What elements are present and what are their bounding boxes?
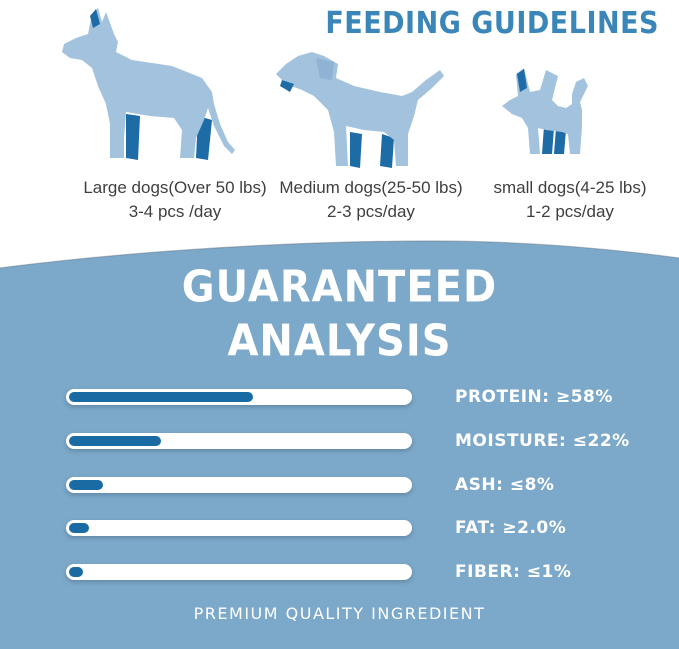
fiber-bar-track (66, 564, 412, 580)
small-dog-caption: small dogs(4-25 lbs) 1-2 pcs/day (465, 176, 675, 224)
large-dog-caption: Large dogs(Over 50 lbs) 3-4 pcs /day (50, 176, 300, 224)
dog-size-label: small dogs(4-25 lbs) (493, 178, 647, 197)
dog-amount-label: 1-2 pcs/day (526, 202, 614, 221)
moisture-bar-fill (69, 436, 161, 446)
ash-label: ASH: ≤8% (455, 475, 555, 495)
medium-dog-icon (276, 48, 446, 170)
feeding-guidelines-title: FEEDING GUIDELINES (325, 6, 659, 41)
protein-bar-track (66, 389, 412, 405)
protein-bar-fill (69, 392, 253, 402)
large-dog-icon (62, 8, 237, 163)
wave-divider (0, 240, 679, 272)
analysis-title-line1: GUARANTEED (181, 262, 498, 313)
fat-bar-track (66, 520, 412, 536)
ash-bar-track (66, 477, 412, 493)
dog-amount-label: 2-3 pcs/day (327, 202, 415, 221)
dog-size-label: Large dogs(Over 50 lbs) (83, 178, 267, 197)
dog-size-label: Medium dogs(25-50 lbs) (279, 178, 463, 197)
dog-amount-label: 3-4 pcs /day (128, 202, 222, 221)
premium-quality-note: PREMIUM QUALITY INGREDIENT (193, 604, 486, 623)
fat-label: FAT: ≥2.0% (455, 518, 567, 538)
guaranteed-analysis-title: GUARANTEED ANALYSIS (0, 261, 679, 369)
medium-dog-caption: Medium dogs(25-50 lbs) 2-3 pcs/day (256, 176, 486, 224)
fiber-label: FIBER: ≤1% (455, 562, 572, 582)
small-dog-icon (502, 66, 592, 158)
fiber-bar-fill (69, 567, 83, 577)
ash-bar-fill (69, 480, 103, 490)
analysis-title-line2: ANALYSIS (227, 316, 452, 367)
protein-label: PROTEIN: ≥58% (455, 387, 613, 407)
fat-bar-fill (69, 523, 90, 533)
analysis-section-background (0, 268, 679, 649)
moisture-label: MOISTURE: ≤22% (455, 431, 630, 451)
moisture-bar-track (66, 433, 412, 449)
